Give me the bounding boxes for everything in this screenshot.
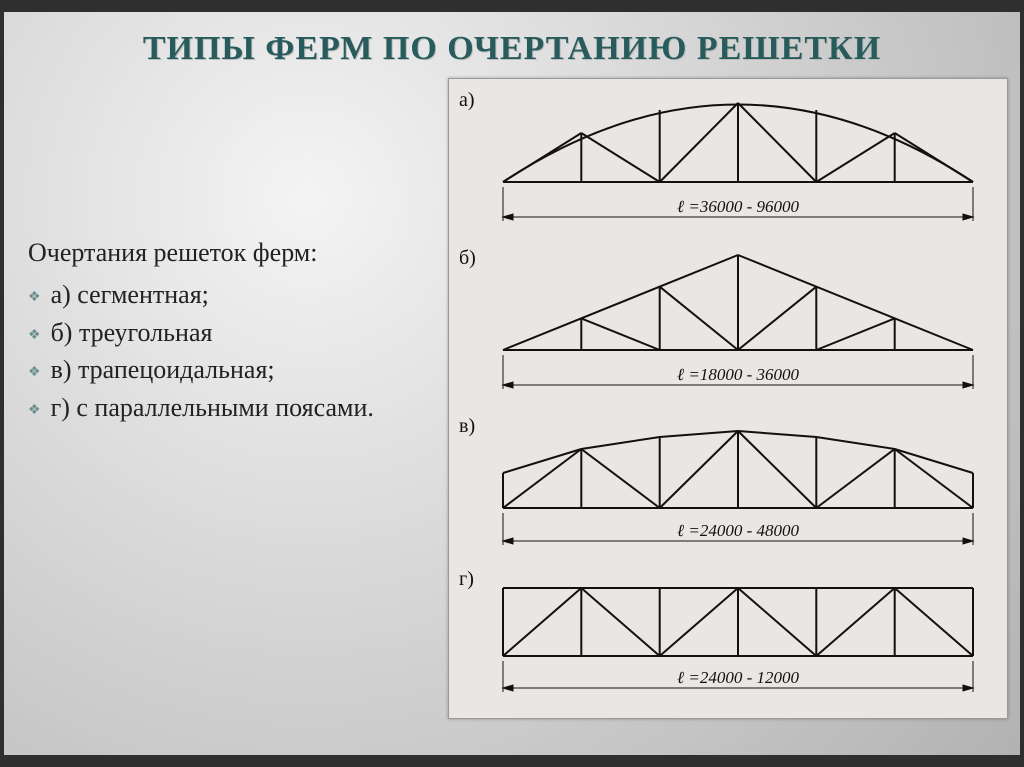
truss-c-block: в) bbox=[453, 409, 1003, 562]
truss-d-parallel: ℓ =24000 - 12000 bbox=[483, 566, 993, 706]
truss-c-trapezoidal: ℓ =24000 - 48000 bbox=[483, 413, 993, 558]
diamond-bullet-icon: ❖ bbox=[28, 288, 41, 308]
truss-a-block: а) bbox=[453, 83, 1003, 241]
truss-b-dimension: ℓ =18000 - 36000 bbox=[677, 365, 799, 384]
list-item-text: б) треугольная bbox=[51, 314, 213, 352]
truss-c-dimension: ℓ =24000 - 48000 bbox=[677, 521, 799, 540]
list-item: ❖ в) трапецоидальная; bbox=[28, 351, 448, 389]
truss-d-block: г) bbox=[453, 562, 1003, 710]
truss-b-block: б) bbox=[453, 241, 1003, 409]
truss-b-triangular: ℓ =18000 - 36000 bbox=[483, 245, 993, 405]
truss-d-dimension: ℓ =24000 - 12000 bbox=[677, 668, 799, 687]
truss-a-dimension: ℓ =36000 - 96000 bbox=[677, 197, 799, 216]
list-item-text: а) сегментная; bbox=[51, 276, 209, 314]
truss-letter: б) bbox=[459, 247, 476, 270]
truss-letter: в) bbox=[459, 415, 475, 438]
text-column: Очертания решеток ферм: ❖ а) сегментная;… bbox=[28, 78, 448, 427]
truss-letter: а) bbox=[459, 89, 475, 112]
list-subtitle: Очертания решеток ферм: bbox=[28, 238, 448, 268]
list-item-text: г) с параллельными поясами. bbox=[51, 389, 374, 427]
list-item: ❖ а) сегментная; bbox=[28, 276, 448, 314]
truss-letter: г) bbox=[459, 568, 474, 591]
list-item: ❖ г) с параллельными поясами. bbox=[28, 389, 448, 427]
slide: ТИПЫ ФЕРМ ПО ОЧЕРТАНИЮ РЕШЕТКИ Очертания… bbox=[0, 0, 1024, 767]
list-item: ❖ б) треугольная bbox=[28, 314, 448, 352]
truss-diagrams-panel: а) bbox=[448, 78, 1008, 719]
list-item-text: в) трапецоидальная; bbox=[51, 351, 275, 389]
diamond-bullet-icon: ❖ bbox=[28, 326, 41, 346]
slide-title: ТИПЫ ФЕРМ ПО ОЧЕРТАНИЮ РЕШЕТКИ bbox=[4, 12, 1020, 78]
diamond-bullet-icon: ❖ bbox=[28, 401, 41, 421]
content-row: Очертания решеток ферм: ❖ а) сегментная;… bbox=[4, 78, 1020, 719]
truss-a-segmental: ℓ =36000 - 96000 bbox=[483, 87, 993, 237]
diamond-bullet-icon: ❖ bbox=[28, 363, 41, 383]
